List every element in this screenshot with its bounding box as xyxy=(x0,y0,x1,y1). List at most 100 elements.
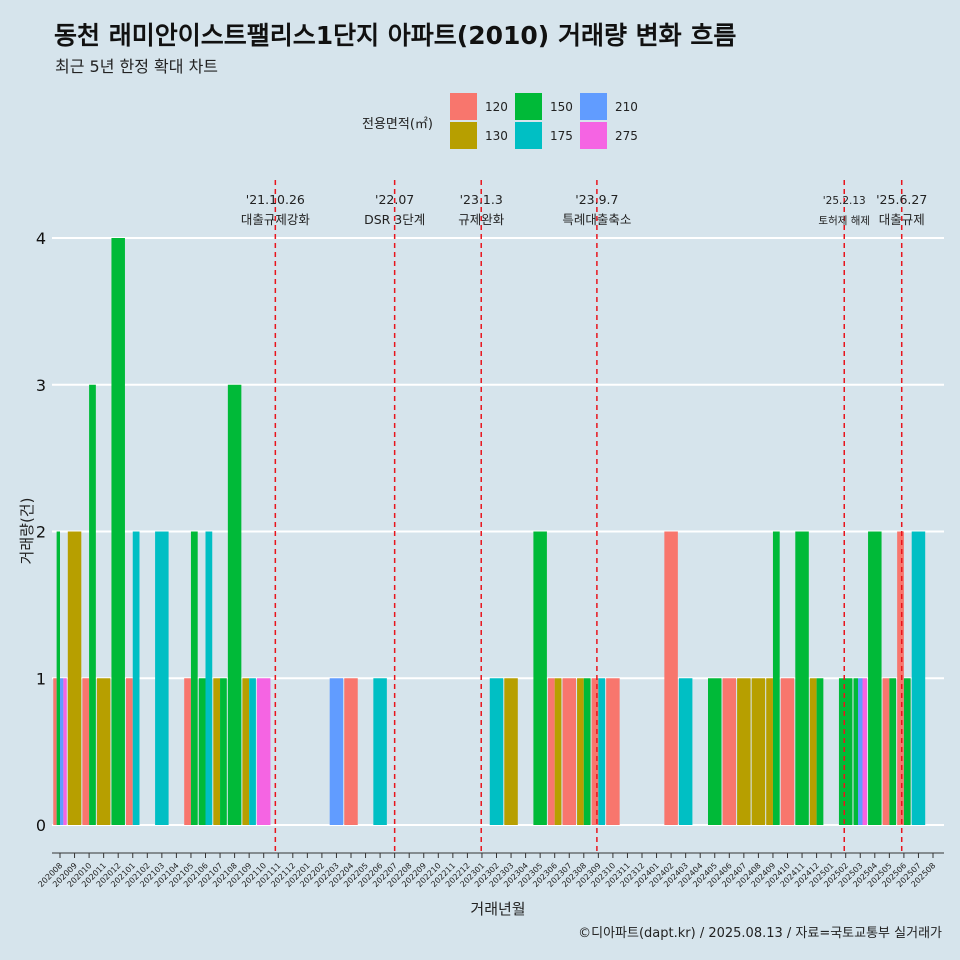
bar-120-202306 xyxy=(547,678,555,825)
bar-120-202506 xyxy=(897,531,904,825)
bar-150-202409 xyxy=(772,531,780,825)
legend-title: 전용면적(㎡) xyxy=(362,117,433,132)
legend-label: 175 xyxy=(550,128,573,143)
legend-item-120: 120 xyxy=(450,93,508,120)
event-text-label: DSR 3단계 xyxy=(364,212,425,227)
bar-210-202503 xyxy=(858,678,863,825)
bar-210-202203 xyxy=(329,678,344,825)
legend-label: 150 xyxy=(550,99,573,114)
bar-130-202408 xyxy=(751,678,766,825)
bar-150-202503 xyxy=(853,678,858,825)
bar-150-202405 xyxy=(708,678,722,825)
bar-175-202302 xyxy=(489,678,504,825)
x-axis: 2020082020092020102020112020122021012021… xyxy=(36,852,944,889)
bar-130-202011 xyxy=(96,678,111,825)
bar-120-202010 xyxy=(82,678,90,825)
y-axis: 0 1 2 3 4 xyxy=(36,229,46,835)
bar-120-202307 xyxy=(562,678,576,825)
bar-150-202308 xyxy=(583,678,591,825)
bar-130-202306 xyxy=(554,678,562,825)
bar-275-202503 xyxy=(862,678,867,825)
event-date-label: '25.6.27 xyxy=(876,192,927,207)
bar-175-202109 xyxy=(249,678,256,825)
credit-text: ©디아파트(dapt.kr) / 2025.08.13 / 자료=국토교통부 실… xyxy=(578,926,942,941)
bar-150-202506 xyxy=(903,678,911,825)
bar-120-202505 xyxy=(882,678,890,825)
bar-175-202309 xyxy=(598,678,606,825)
bar-175-202403 xyxy=(678,678,693,825)
bar-175-202103 xyxy=(155,531,169,825)
legend-swatch xyxy=(450,122,477,149)
bar-150-202107 xyxy=(220,678,227,825)
bar-130-202109 xyxy=(242,678,250,825)
legend-label: 210 xyxy=(615,99,638,114)
event-text-label: 규제완화 xyxy=(458,212,505,227)
bar-130-202009 xyxy=(67,531,82,825)
legend-swatch xyxy=(515,122,542,149)
legend-swatch xyxy=(580,93,607,120)
bar-150-202108 xyxy=(227,384,242,825)
event-text-label: 특례대출축소 xyxy=(562,212,631,227)
bar-175-202206 xyxy=(373,678,387,825)
bar-150-202105 xyxy=(190,531,198,825)
y-tick-label: 3 xyxy=(36,376,46,395)
y-tick-label: 1 xyxy=(36,669,46,688)
y-tick-label: 2 xyxy=(36,523,46,542)
chart-subtitle: 최근 5년 한정 확대 차트 xyxy=(55,57,219,76)
event-text-label: 대출규제강화 xyxy=(241,212,311,227)
bars xyxy=(53,238,926,825)
event-date-label: '21.10.26 xyxy=(246,192,305,207)
legend-item-275: 275 xyxy=(580,122,638,149)
event-date-label: '23.1.3 xyxy=(460,192,503,207)
bar-120-202310 xyxy=(606,678,620,825)
legend-swatch xyxy=(515,93,542,120)
bar-120-202309 xyxy=(591,678,599,825)
bar-130-202303 xyxy=(504,678,518,825)
event-lines: '21.10.26 대출규제강화 '22.07 DSR 3단계 '23.1.3 규제완화 '… xyxy=(241,180,927,852)
bar-175-202101 xyxy=(132,531,140,825)
bar-275-202008 xyxy=(63,678,67,825)
y-tick-label: 4 xyxy=(36,229,46,248)
bar-150-202008 xyxy=(56,531,60,825)
legend-item-210: 210 xyxy=(580,93,638,120)
bar-130-202407 xyxy=(737,678,751,825)
bar-275-202110 xyxy=(256,678,271,825)
legend-item-150: 150 xyxy=(515,93,573,120)
chart-title: 동천 래미안이스트팰리스1단지 아파트(2010) 거래량 변화 흐름 xyxy=(54,21,737,50)
bar-120-202204 xyxy=(344,678,358,825)
legend-label: 120 xyxy=(485,99,508,114)
legend-swatch xyxy=(450,93,477,120)
event-date-label: '22.07 xyxy=(375,192,414,207)
bar-150-202505 xyxy=(889,678,897,825)
bar-150-202504 xyxy=(868,531,882,825)
bar-130-202107 xyxy=(213,678,221,825)
bar-130-202409 xyxy=(766,678,773,825)
bar-120-202402 xyxy=(664,531,678,825)
legend-label: 275 xyxy=(615,128,638,143)
x-axis-label: 거래년월 xyxy=(470,900,525,918)
legend-item-130: 130 xyxy=(450,122,508,149)
legend-item-175: 175 xyxy=(515,122,573,149)
bar-130-202412 xyxy=(809,678,817,825)
event-date-label: '23.9.7 xyxy=(575,192,618,207)
bar-120-202410 xyxy=(780,678,795,825)
bar-150-202502 xyxy=(838,678,853,825)
event-text-label: 대출규제 xyxy=(879,212,925,227)
bar-150-202411 xyxy=(795,531,809,825)
bar-175-202507 xyxy=(911,531,926,825)
bar-120-202008 xyxy=(53,678,57,825)
bar-120-202105 xyxy=(184,678,191,825)
bar-150-202106 xyxy=(198,678,206,825)
legend-swatch xyxy=(580,122,607,149)
bar-150-202010 xyxy=(89,384,96,825)
y-axis-label: 거래량(건) xyxy=(18,498,36,565)
bar-120-202406 xyxy=(722,678,737,825)
bar-210-202008 xyxy=(60,678,64,825)
legend-label: 130 xyxy=(485,128,508,143)
bar-150-202012 xyxy=(111,238,125,825)
bar-175-202106 xyxy=(205,531,213,825)
bar-150-202305 xyxy=(533,531,547,825)
event-date-label: '25.2.13 xyxy=(823,195,866,207)
